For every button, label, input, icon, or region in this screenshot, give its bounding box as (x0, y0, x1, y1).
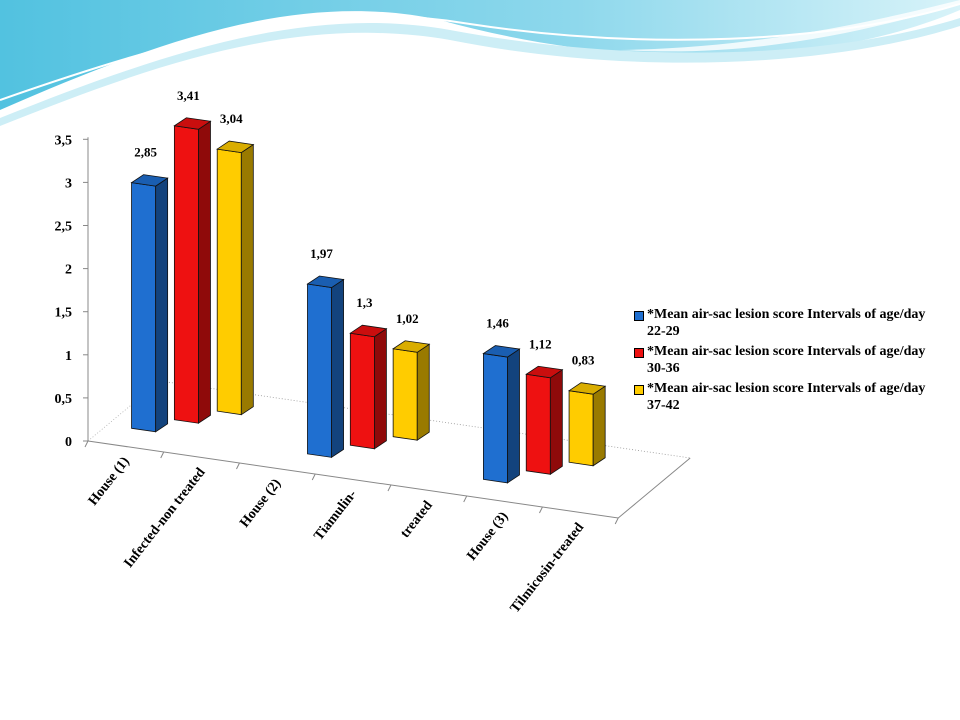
bar-side (240, 143, 254, 416)
x-tick-label: treated (398, 498, 436, 541)
bar (216, 148, 242, 416)
bar-top (130, 174, 169, 187)
legend-item-series-2: *Mean air-sac lesion score Intervals of … (634, 343, 934, 377)
data-label: 3,41 (177, 88, 200, 103)
bar (131, 182, 157, 433)
bar-top (525, 365, 564, 379)
bar-side (416, 343, 430, 441)
y-tick-label: 1,5 (55, 306, 73, 321)
bar-side (198, 120, 211, 424)
bar-side (592, 385, 606, 467)
legend-label-series-1: *Mean air-sac lesion score Intervals of … (647, 307, 926, 339)
bar-side (331, 278, 344, 459)
legend-swatch-series-1 (634, 311, 644, 321)
bar-top (567, 382, 607, 395)
chart-legend: *Mean air-sac lesion score Intervals of … (634, 306, 934, 417)
x-tick-mark (84, 440, 89, 448)
data-label: 0,83 (572, 353, 595, 368)
x-tick-label: Tilmicosin-treated (508, 520, 588, 616)
bar (349, 332, 375, 450)
legend-swatch-series-3 (634, 385, 644, 395)
x-tick-mark (311, 473, 316, 481)
data-label: 1,12 (529, 336, 552, 351)
data-label: 2,85 (134, 145, 157, 160)
bar (173, 125, 199, 424)
x-tick-mark (463, 495, 468, 503)
y-tick-label: 2,5 (55, 220, 73, 235)
x-tick-label: Infected-non treated (121, 465, 208, 571)
bar-side (374, 327, 387, 450)
y-tick-label: 2 (65, 263, 72, 278)
legend-swatch-series-2 (634, 348, 644, 358)
y-tick-label: 3 (65, 176, 72, 191)
bar (392, 348, 418, 441)
bar-top (482, 345, 521, 358)
bar (568, 390, 594, 467)
bar (525, 373, 551, 475)
legend-item-series-3: *Mean air-sac lesion score Intervals of … (634, 380, 934, 414)
y-tick-label: 3,5 (55, 133, 73, 148)
y-tick-label: 0 (65, 435, 72, 450)
x-tick-mark (236, 462, 240, 470)
legend-label-series-3: *Mean air-sac lesion score Intervals of … (647, 381, 926, 413)
y-tick-label: 1 (65, 349, 72, 364)
legend-item-series-1: *Mean air-sac lesion score Intervals of … (634, 306, 934, 340)
bar-top (306, 275, 345, 288)
bar-side (507, 348, 520, 484)
header-wave-decoration (0, 0, 960, 126)
y-tick-label: 0,5 (55, 392, 73, 407)
bar-top (392, 340, 431, 353)
bar (307, 283, 332, 458)
x-tick-mark (614, 517, 619, 525)
data-label: 1,46 (486, 316, 509, 331)
bar-chart: 0 0,5 1 1,5 2 2,5 3 3,5 House (1)Infected-non tr… (55, 88, 691, 616)
legend-label-series-2: *Mean air-sac lesion score Intervals of … (647, 344, 926, 376)
x-tick-label: Tiamulin- (311, 487, 360, 544)
bar-side (549, 369, 563, 476)
x-tick-label: House (2) (237, 476, 284, 531)
x-tick-mark (539, 506, 543, 514)
x-tick-mark (160, 451, 165, 459)
bar (483, 353, 508, 484)
bar-top (216, 140, 255, 154)
data-label: 1,3 (356, 295, 373, 310)
bar-top (349, 324, 388, 338)
x-tick-mark (387, 484, 392, 492)
bar-side (155, 177, 169, 433)
bar-top (173, 117, 212, 130)
data-label: 1,02 (396, 311, 419, 326)
data-label: 1,97 (310, 246, 333, 261)
x-tick-label: House (3) (465, 509, 512, 564)
data-label: 3,04 (220, 111, 243, 126)
x-tick-label: House (1) (86, 454, 133, 509)
